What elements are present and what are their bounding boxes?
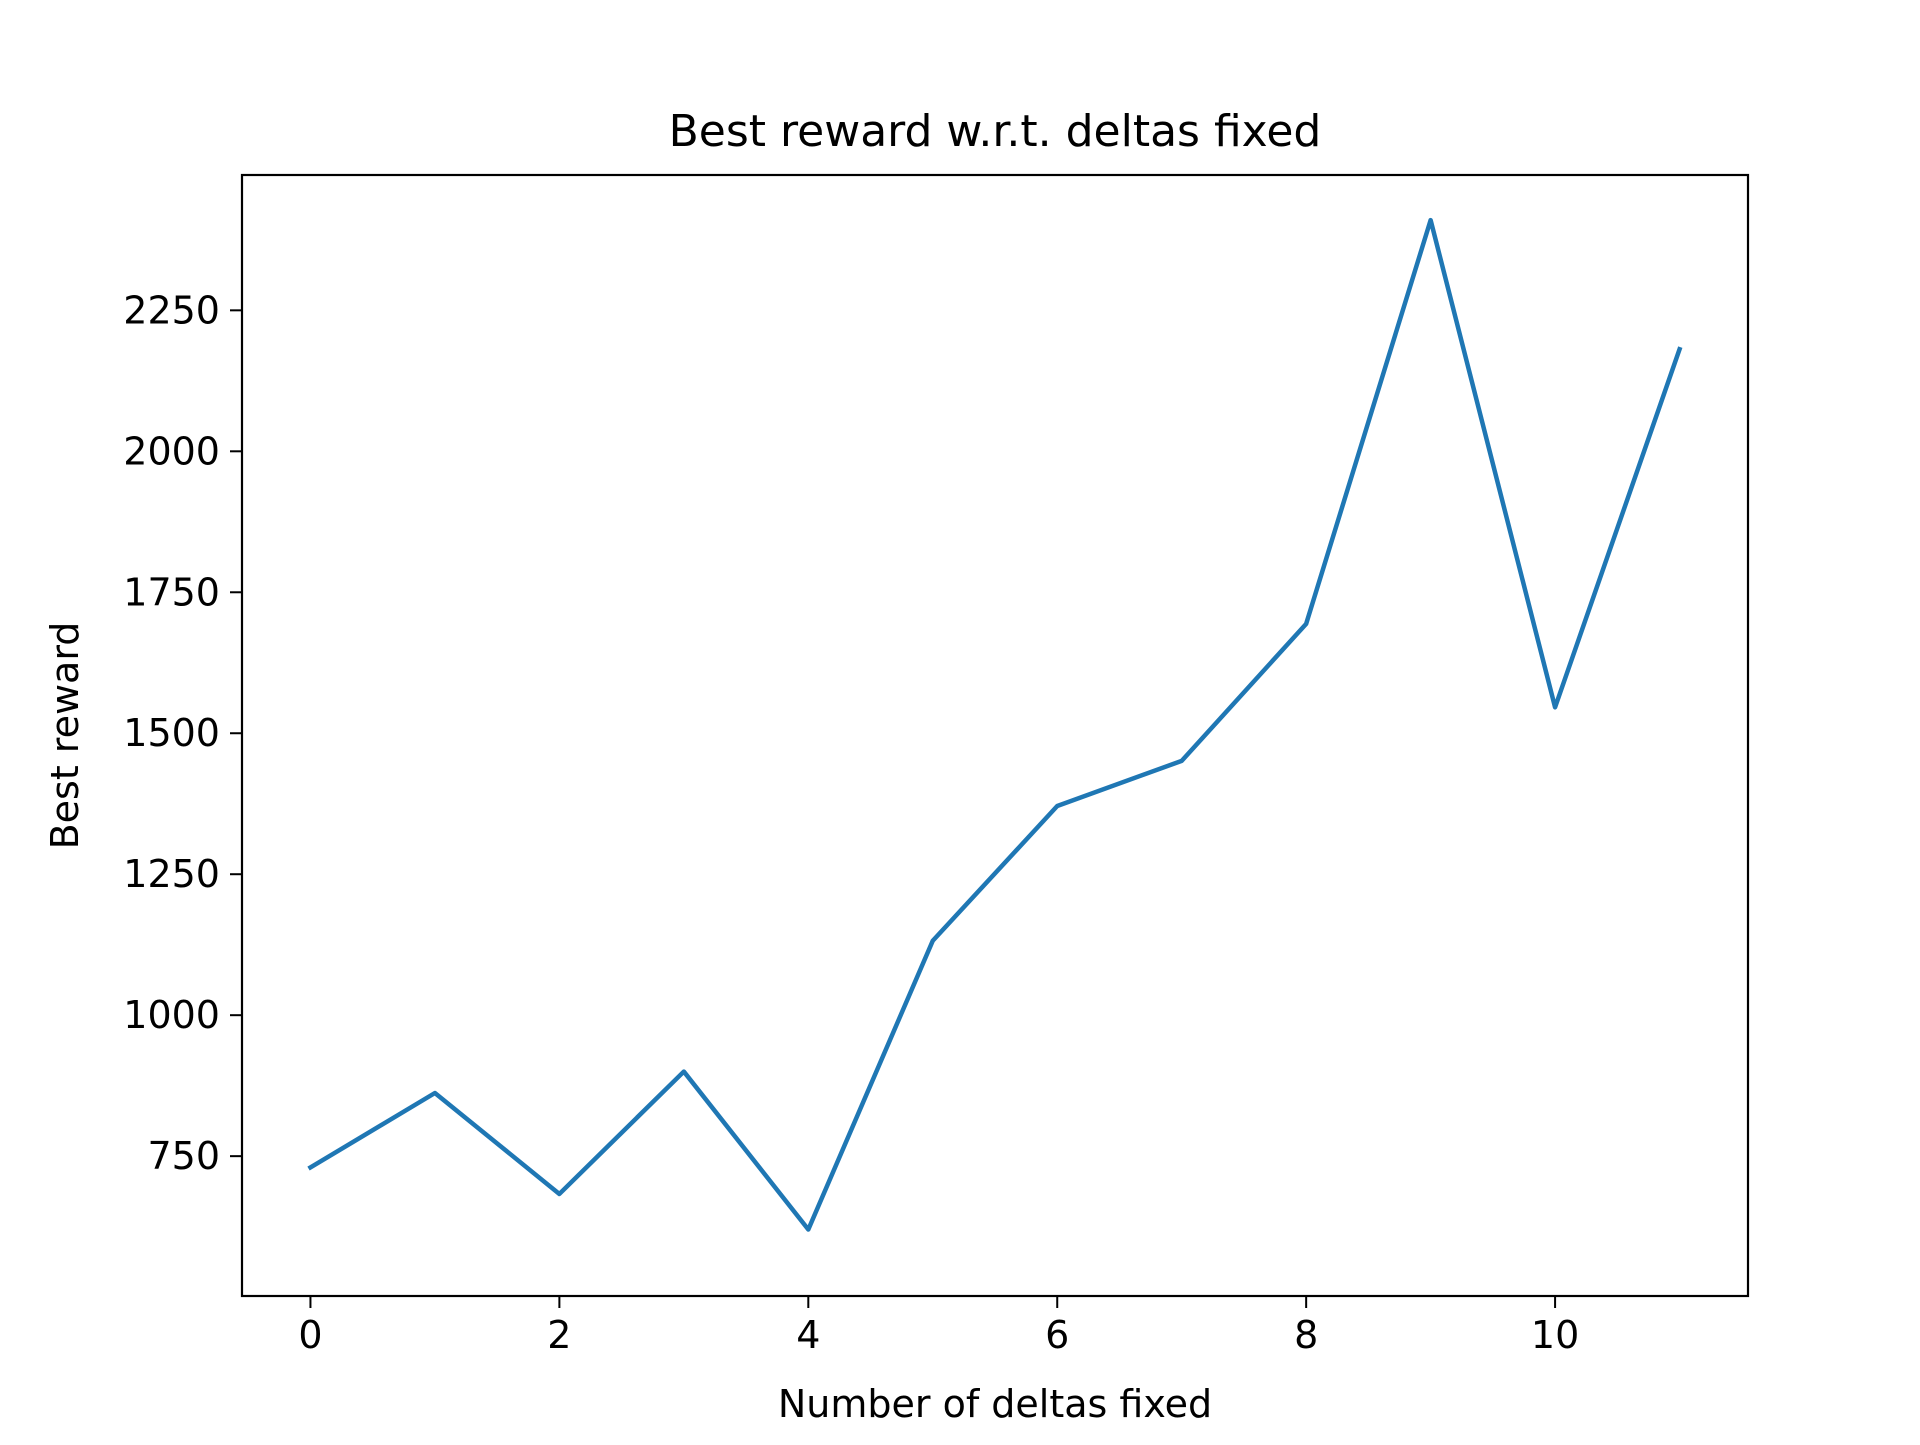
y-tick-label: 2250 (123, 288, 220, 332)
y-axis-label: Best reward (43, 622, 87, 850)
y-tick-label: 750 (147, 1134, 220, 1178)
y-tick-label: 1750 (123, 570, 220, 614)
y-tick-label: 1500 (123, 711, 220, 755)
x-tick-label: 4 (796, 1313, 820, 1357)
x-axis: 0 2 4 6 8 10 (298, 1296, 1579, 1357)
x-tick-label: 8 (1294, 1313, 1318, 1357)
y-axis: 750 1000 1250 1500 1750 2000 2250 (123, 288, 242, 1178)
y-tick-label: 2000 (123, 429, 220, 473)
plot-area (240, 173, 1750, 1298)
series-line-0 (307, 217, 1683, 1232)
x-tick-label: 0 (298, 1313, 322, 1357)
x-tick-label: 10 (1531, 1313, 1579, 1357)
y-tick-label: 1250 (123, 852, 220, 896)
x-tick-label: 6 (1045, 1313, 1069, 1357)
y-tick-label: 1000 (123, 993, 220, 1037)
plot-frame (240, 173, 1750, 1298)
x-tick-label: 2 (547, 1313, 571, 1357)
x-axis-label: Number of deltas fixed (778, 1382, 1212, 1426)
chart-title: Best reward w.r.t. deltas fixed (669, 106, 1322, 157)
